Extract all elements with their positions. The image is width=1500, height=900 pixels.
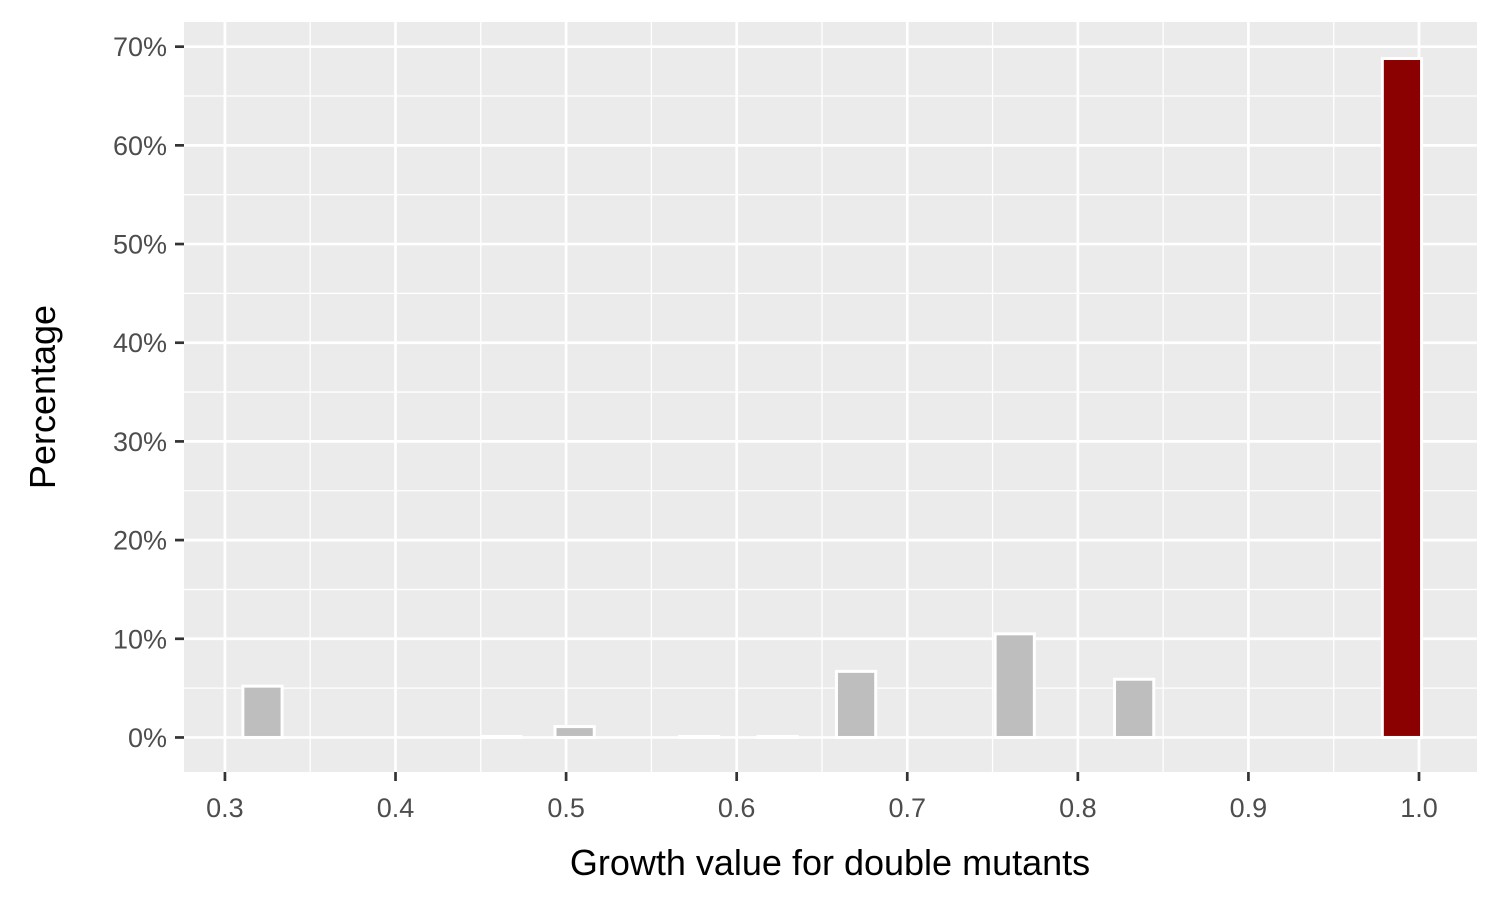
y-tick-label: 50% [113,230,167,260]
histogram-bar [1113,677,1156,739]
histogram-bar [480,734,523,739]
histogram-bar [553,725,596,739]
y-axis: 0% 10% 20% 30% 40% 50% 60% 70% [113,32,184,753]
y-axis-title: Percentage [22,305,63,489]
histogram-bar [993,632,1036,739]
x-tick-label: 0.8 [1059,793,1097,823]
histogram-bar [756,734,799,739]
bars [241,57,1424,739]
x-tick-label: 0.3 [206,793,244,823]
histogram-bar [1380,57,1424,739]
y-tick-label: 0% [128,723,167,753]
x-tick-label: 0.6 [718,793,756,823]
x-tick-label: 0.5 [547,793,585,823]
histogram-bar [834,669,878,739]
histogram-bar [241,684,284,739]
y-tick-label: 30% [113,427,167,457]
y-tick-label: 60% [113,131,167,161]
y-tick-label: 40% [113,328,167,358]
x-tick-label: 0.4 [377,793,415,823]
plot-panel [184,22,1477,772]
x-tick-label: 0.9 [1230,793,1268,823]
x-axis: 0.3 0.4 0.5 0.6 0.7 0.8 0.9 1.0 [206,772,1438,823]
y-tick-label: 20% [113,526,167,556]
minor-gridlines [184,22,1477,772]
x-axis-title: Growth value for double mutants [570,842,1090,883]
x-tick-label: 0.7 [888,793,926,823]
y-tick-label: 10% [113,624,167,654]
y-tick-label: 70% [113,32,167,62]
histogram-bar [678,734,721,739]
x-tick-label: 1.0 [1400,793,1438,823]
